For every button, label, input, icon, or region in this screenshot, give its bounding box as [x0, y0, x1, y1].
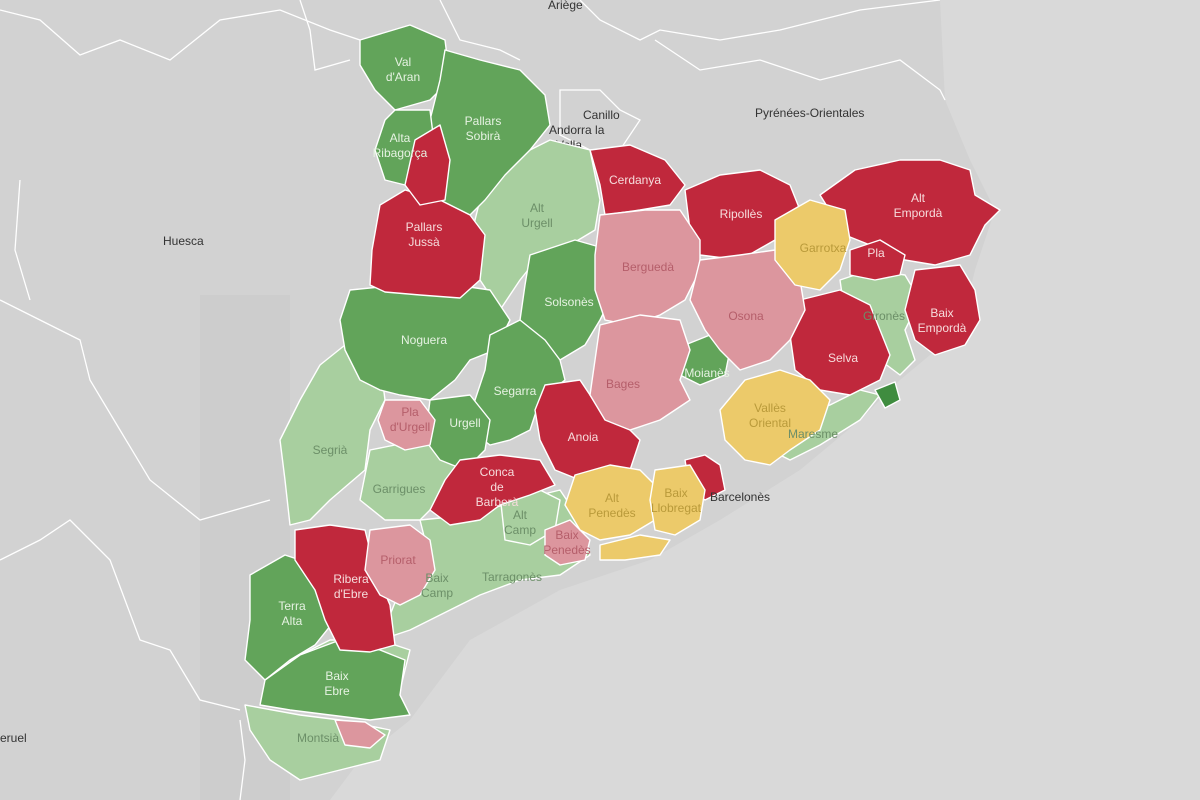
region-val-daran[interactable] [359, 24, 451, 111]
label-cerdanya: Cerdanya [609, 173, 661, 187]
region-coast-yellow[interactable] [599, 534, 671, 561]
label-andorra-1: Andorra la [549, 123, 605, 137]
label-teruel: eruel [0, 731, 27, 745]
label-bages: Bages [606, 377, 640, 391]
label-garrigues: Garrigues [373, 482, 426, 496]
label-girones: Gironès [863, 309, 905, 323]
label-canillo: Canillo [583, 108, 620, 122]
label-alt-emporda: Alt Empordà [894, 191, 943, 220]
label-baix-penedes: Baix Penedès [543, 528, 590, 557]
region-selva[interactable] [789, 289, 891, 396]
label-bergueda: Berguedà [622, 260, 674, 274]
region-montsia-red[interactable] [334, 719, 386, 749]
label-urgell: Urgell [449, 416, 480, 430]
label-alt-urgell: Alt Urgell [521, 201, 552, 230]
region-conca-barbera[interactable] [429, 454, 556, 526]
region-borders [0, 0, 946, 800]
label-alt-penedes: Alt Penedès [588, 491, 635, 520]
label-segarra: Segarra [494, 384, 537, 398]
label-montsia: Montsià [297, 731, 339, 745]
label-valles-oriental: Vallès Oriental [749, 401, 791, 430]
region-valles-oriental[interactable] [719, 369, 831, 466]
label-baix-emporda: Baix Empordà [918, 306, 967, 335]
label-osona: Osona [728, 309, 764, 323]
label-solsones: Solsonès [544, 295, 593, 309]
label-pyrenees-orientales: Pyrénées-Orientales [755, 106, 864, 120]
label-barcelones: Barcelonès [710, 490, 770, 504]
region-bages[interactable] [589, 314, 691, 431]
label-anoia: Anoia [568, 430, 599, 444]
region-ribagorca-red[interactable] [404, 124, 451, 206]
label-priorat: Priorat [380, 553, 416, 567]
region-dark-green-coast[interactable] [874, 381, 901, 409]
comarca-labels: Val d'Aran Pallars Sobirà Alta Ribagorça Pa… [278, 55, 966, 745]
label-baix-llobregat: Baix Llobregat [651, 486, 702, 515]
label-terra-alta: Terra Alta [278, 599, 306, 628]
region-garrotxa[interactable] [774, 199, 851, 291]
label-ariege: Ariège [548, 0, 583, 12]
label-pallars-jussa: Pallars Jussà [406, 220, 443, 249]
region-pla-estany[interactable] [849, 239, 906, 281]
label-alta-ribagorca: Alta Ribagorça [373, 131, 428, 160]
region-baix-llobregat[interactable] [649, 464, 706, 536]
region-baix-penedes[interactable] [544, 519, 591, 566]
region-baix-ebre-green[interactable] [259, 639, 411, 721]
label-alt-camp: Alt Camp [504, 508, 536, 537]
region-segarra[interactable] [469, 319, 566, 446]
label-tarragones: Tarragonès [482, 570, 542, 584]
region-alt-penedes[interactable] [564, 464, 661, 541]
comarques [244, 24, 1001, 781]
region-osona[interactable] [689, 249, 806, 371]
label-segria: Segrià [313, 443, 348, 457]
label-baix-ebre: Baix Ebre [324, 669, 350, 698]
label-conca-barbera: Conca de Barberà [476, 465, 519, 509]
region-priorat[interactable] [364, 524, 436, 606]
label-garrotxa: Garrotxa [800, 241, 847, 255]
label-val-daran: Val d'Aran [386, 55, 420, 84]
region-bergueda[interactable] [594, 209, 701, 326]
label-baix-camp: Baix Camp [421, 571, 453, 600]
label-ripolles: Ripollès [720, 207, 763, 221]
label-pla-estany: Pla [867, 246, 885, 260]
label-ribera-ebre: Ribera d'Ebre [333, 572, 369, 601]
label-moianes: Moianès [684, 366, 729, 380]
label-noguera: Noguera [401, 333, 447, 347]
label-maresme: Maresme [788, 427, 838, 441]
label-pallars-sobira: Pallars Sobirà [465, 114, 502, 143]
label-selva: Selva [828, 351, 858, 365]
region-pla-urgell[interactable] [377, 399, 436, 451]
label-pla-urgell: Pla d'Urgell [390, 405, 430, 434]
region-baix-emporda[interactable] [904, 264, 981, 356]
sea-area [330, 0, 1200, 800]
label-huesca: Huesca [163, 234, 204, 248]
region-cerdanya[interactable] [589, 144, 686, 216]
